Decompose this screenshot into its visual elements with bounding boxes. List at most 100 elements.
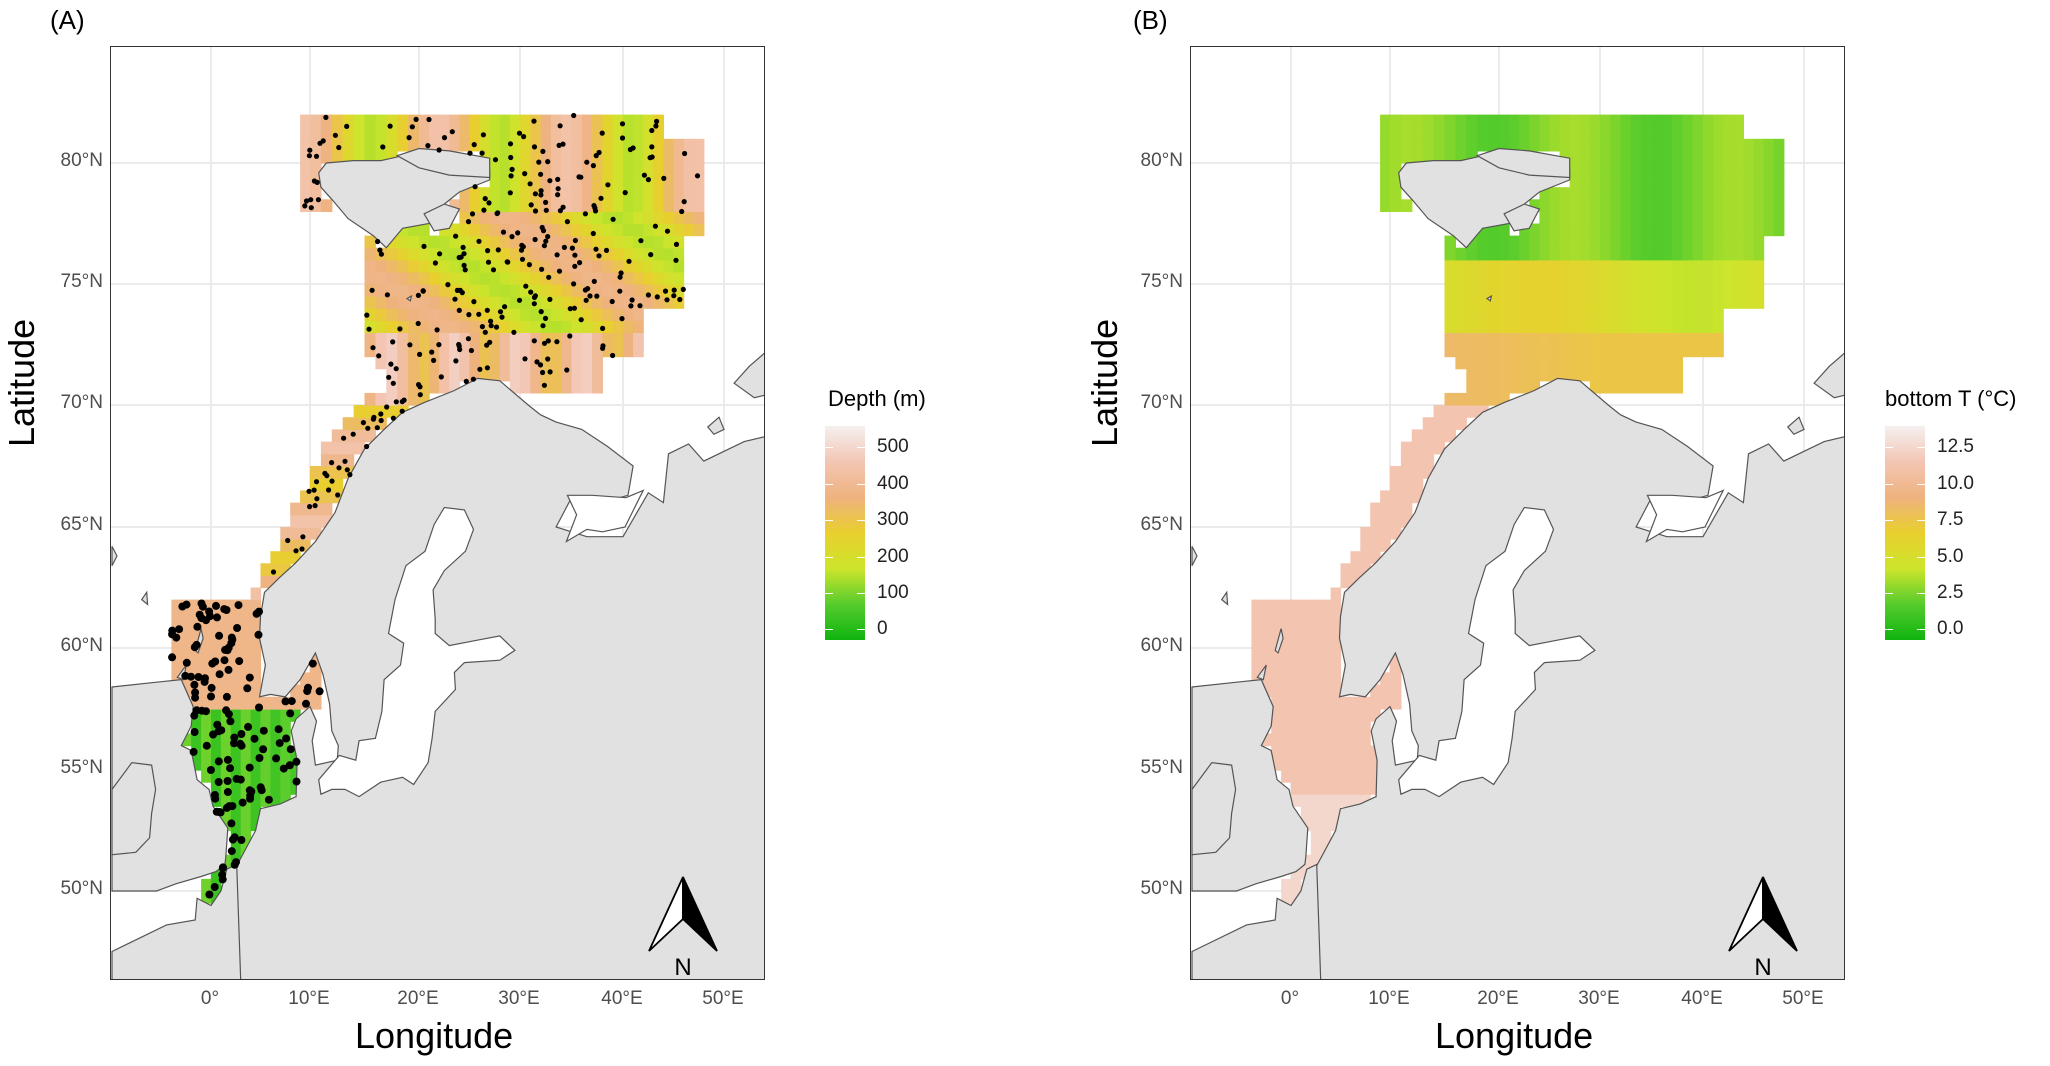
station-point <box>243 684 252 693</box>
raster-cell <box>1281 878 1292 892</box>
raster-cell <box>250 794 262 807</box>
station-point <box>205 890 214 899</box>
raster-cell <box>1400 466 1413 479</box>
raster-cell <box>623 296 634 309</box>
raster-cell <box>561 308 573 321</box>
raster-cell <box>1651 320 1663 333</box>
raster-cell <box>1753 175 1765 188</box>
raster-cell <box>429 332 440 346</box>
raster-cell <box>459 138 471 152</box>
raster-cell <box>1509 344 1520 358</box>
station-point <box>212 807 221 816</box>
raster-cell <box>469 259 481 273</box>
station-point <box>532 208 539 214</box>
raster-cell <box>1549 368 1561 382</box>
raster-cell <box>1589 308 1601 321</box>
raster-cell <box>643 187 654 200</box>
raster-cell <box>1271 684 1282 698</box>
station-point <box>208 659 217 668</box>
station-point <box>344 123 350 129</box>
station-point <box>308 205 314 211</box>
raster-cell <box>1400 490 1413 504</box>
raster-cell <box>449 114 460 128</box>
raster-cell <box>1569 308 1581 321</box>
station-point <box>369 287 375 293</box>
raster-cell <box>1559 187 1571 200</box>
raster-cell <box>1271 623 1282 637</box>
raster-cell <box>1330 806 1342 819</box>
raster-cell <box>499 114 511 128</box>
raster-cell <box>201 684 212 698</box>
station-point <box>378 417 384 424</box>
raster-cell <box>250 757 262 771</box>
raster-cell <box>1773 138 1785 152</box>
raster-cell <box>320 114 333 128</box>
raster-cell <box>663 271 675 285</box>
raster-cell <box>310 672 322 686</box>
raster-cell <box>1589 259 1601 273</box>
raster-cell <box>1703 150 1714 164</box>
station-point <box>476 311 482 317</box>
raster-cell <box>1300 806 1312 819</box>
raster-cell <box>320 490 333 504</box>
raster-cell <box>469 199 481 212</box>
raster-cell <box>1466 138 1478 152</box>
raster-cell <box>509 175 521 188</box>
raster-cell <box>489 332 501 346</box>
raster-cell <box>1703 259 1714 273</box>
raster-cell <box>1733 175 1744 188</box>
panel-b-tag: (B) <box>1133 5 1168 35</box>
station-point <box>218 870 227 879</box>
raster-cell <box>1310 623 1322 637</box>
raster-cell <box>1692 114 1704 128</box>
raster-cell <box>1682 199 1694 212</box>
raster-cell <box>1549 199 1561 212</box>
raster-cell <box>499 344 511 358</box>
raster-cell <box>1509 308 1520 321</box>
raster-cell <box>653 284 664 297</box>
station-point <box>485 248 491 254</box>
raster-cell <box>1340 733 1351 747</box>
raster-cell <box>1477 138 1489 152</box>
raster-cell <box>1661 320 1673 333</box>
station-point <box>531 301 537 307</box>
raster-cell <box>1529 380 1540 394</box>
raster-cell <box>1713 247 1724 261</box>
raster-cell <box>1466 114 1478 128</box>
raster-cell <box>1300 660 1312 673</box>
raster-cell <box>623 308 634 321</box>
orkney-islands <box>1256 664 1267 681</box>
raster-cell <box>240 770 252 783</box>
station-point <box>507 190 513 196</box>
raster-cell <box>530 284 542 297</box>
raster-cell <box>386 332 398 346</box>
raster-cell <box>602 271 614 285</box>
station-point <box>628 303 634 309</box>
raster-cell <box>1753 199 1765 212</box>
raster-cell <box>1488 259 1500 273</box>
raster-cell <box>449 138 460 152</box>
raster-cell <box>581 223 593 237</box>
raster-cell <box>211 782 222 795</box>
raster-cell <box>1559 368 1571 382</box>
raster-cell <box>1692 259 1704 273</box>
raster-cell <box>673 271 685 285</box>
raster-cell <box>571 223 583 237</box>
raster-cell <box>342 453 355 467</box>
station-point <box>486 200 492 206</box>
raster-cell <box>408 308 420 321</box>
station-point <box>619 135 626 141</box>
raster-cell <box>530 380 542 394</box>
north-arrow: N <box>1728 876 1798 979</box>
raster-cell <box>1466 235 1478 249</box>
raster-cell <box>1466 405 1478 418</box>
raster-cell <box>1682 223 1694 237</box>
raster-cell <box>509 150 521 164</box>
raster-cell <box>1610 296 1622 309</box>
raster-cell <box>602 211 614 225</box>
station-point <box>638 238 644 244</box>
raster-cell <box>1641 211 1653 225</box>
raster-cell <box>1291 635 1302 649</box>
raster-cell <box>1703 271 1714 285</box>
raster-cell <box>561 150 573 164</box>
